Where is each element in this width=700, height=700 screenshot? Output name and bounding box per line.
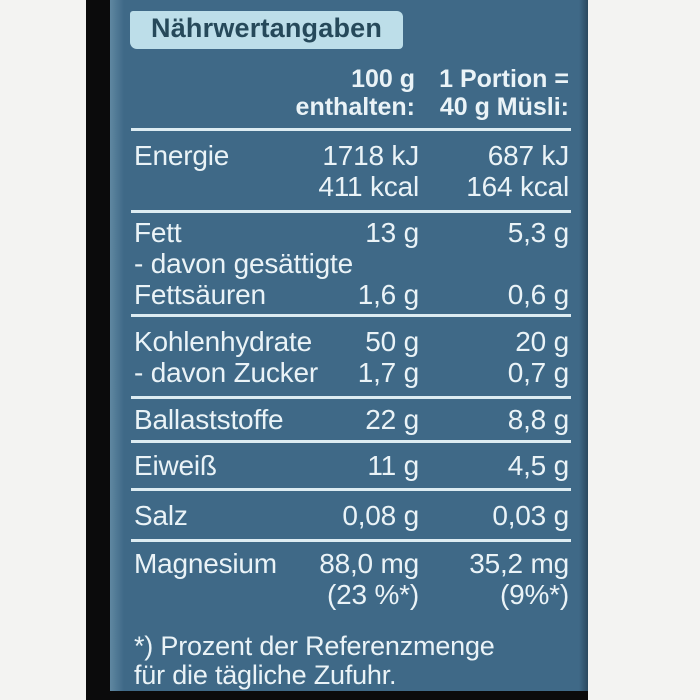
nutrition-table: Nährwertangaben 100 g enthalten: 1 Porti… xyxy=(130,0,571,690)
value-per-portion: 35,2 mg xyxy=(469,547,569,579)
row-line: - davon Zucker 1,7 g 0,7 g xyxy=(131,357,571,388)
footnote-line: für die tägliche Zufuhr. xyxy=(134,660,397,690)
value-per-100g: 13 g xyxy=(365,217,419,248)
row-label: Fett xyxy=(134,217,182,248)
row-line: 411 kcal 164 kcal xyxy=(131,171,571,202)
row-line: Kohlenhydrate 50 g 20 g xyxy=(131,326,571,357)
table-header-row: 100 g enthalten: 1 Portion = 40 g Müsli: xyxy=(131,65,571,123)
column-header-line: 100 g xyxy=(351,65,415,93)
row-label: Ballaststoffe xyxy=(134,404,284,435)
package-bottom-edge xyxy=(86,691,588,700)
column-header-per-portion: 1 Portion = 40 g Müsli: xyxy=(439,65,569,121)
value-per-portion: 0,7 g xyxy=(507,356,569,388)
value-per-100g: 0,08 g xyxy=(342,499,419,531)
value-per-100g: 11 g xyxy=(367,450,419,481)
value-per-100g: 88,0 mg xyxy=(319,547,419,579)
value-per-portion: 0,03 g xyxy=(492,499,569,531)
value-per-portion: 8,8 g xyxy=(507,404,569,435)
value-per-portion: 20 g xyxy=(515,325,569,357)
row-label: Kohlenhydrate xyxy=(134,325,312,357)
value-per-portion: 5,3 g xyxy=(507,217,569,248)
row-line: (23 %*) (9%*) xyxy=(131,579,571,610)
row-line: Eiweiß 11 g 4,5 g xyxy=(131,450,571,481)
row-line: Salz 0,08 g 0,03 g xyxy=(131,500,571,531)
column-header-line: 1 Portion = xyxy=(439,65,569,93)
table-row-eiweiss: Eiweiß 11 g 4,5 g xyxy=(131,440,571,488)
value-per-portion: 0,6 g xyxy=(507,279,569,310)
table-row-magnesium: Magnesium 88,0 mg 35,2 mg (23 %*) (9%*) xyxy=(131,539,571,615)
nutrition-title-badge: Nährwertangaben xyxy=(130,11,404,49)
row-sublabel: Fettsäuren xyxy=(134,279,266,310)
row-line: - davon gesättigte xyxy=(131,248,571,279)
row-label: Eiweiß xyxy=(134,450,217,481)
column-header-line: enthalten: xyxy=(295,93,415,121)
value-percent-portion: (9%*) xyxy=(499,578,569,610)
row-sublabel: - davon Zucker xyxy=(134,356,318,388)
footnote: *) Prozent der Referenzmenge für die täg… xyxy=(131,632,571,690)
package-left-edge xyxy=(86,0,110,700)
value-percent-100g: (23 %*) xyxy=(327,578,419,610)
table-row-ballaststoffe: Ballaststoffe 22 g 8,8 g xyxy=(131,396,571,440)
nutrition-title: Nährwertangaben xyxy=(151,13,383,43)
value-per-100g: 22 g xyxy=(365,404,419,435)
value-per-portion: 4,5 g xyxy=(507,450,569,481)
value-per-100g: 411 kcal xyxy=(318,170,419,202)
row-label: Energie xyxy=(134,139,230,171)
value-per-100g: 1,7 g xyxy=(357,356,419,388)
row-line: Magnesium 88,0 mg 35,2 mg xyxy=(131,548,571,579)
table-row-salz: Salz 0,08 g 0,03 g xyxy=(131,488,571,539)
value-per-100g: 1718 kJ xyxy=(322,139,419,171)
row-sublabel: - davon gesättigte xyxy=(134,248,353,279)
row-label: Magnesium xyxy=(134,547,277,579)
table-row-energie: Energie 1718 kJ 687 kJ 411 kcal 164 kcal xyxy=(131,128,571,210)
row-line: Ballaststoffe 22 g 8,8 g xyxy=(131,404,571,435)
row-label: Salz xyxy=(134,499,188,531)
value-per-portion: 687 kJ xyxy=(487,139,569,171)
column-header-line: 40 g Müsli: xyxy=(439,93,569,121)
nutrition-facts-panel: Nährwertangaben 100 g enthalten: 1 Porti… xyxy=(110,0,588,691)
table-row-kohlenhydrate: Kohlenhydrate 50 g 20 g - davon Zucker 1… xyxy=(131,314,571,396)
column-header-per-100g: 100 g enthalten: xyxy=(296,65,415,121)
footnote-line: *) Prozent der Referenzmenge xyxy=(134,631,495,661)
value-per-100g: 1,6 g xyxy=(357,279,419,310)
row-line: Fettsäuren 1,6 g 0,6 g xyxy=(131,279,571,310)
row-line: Energie 1718 kJ 687 kJ xyxy=(131,140,571,171)
value-per-portion: 164 kcal xyxy=(466,170,569,202)
row-line: Fett 13 g 5,3 g xyxy=(131,217,571,248)
table-row-fett: Fett 13 g 5,3 g - davon gesättigte Fetts… xyxy=(131,210,571,314)
value-per-100g: 50 g xyxy=(365,325,419,357)
